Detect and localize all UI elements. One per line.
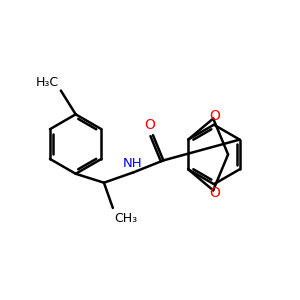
Text: NH: NH bbox=[122, 157, 142, 170]
Text: O: O bbox=[144, 118, 155, 132]
Text: O: O bbox=[209, 109, 220, 123]
Text: O: O bbox=[209, 186, 220, 200]
Text: H₃C: H₃C bbox=[36, 76, 59, 89]
Text: CH₃: CH₃ bbox=[114, 212, 137, 225]
